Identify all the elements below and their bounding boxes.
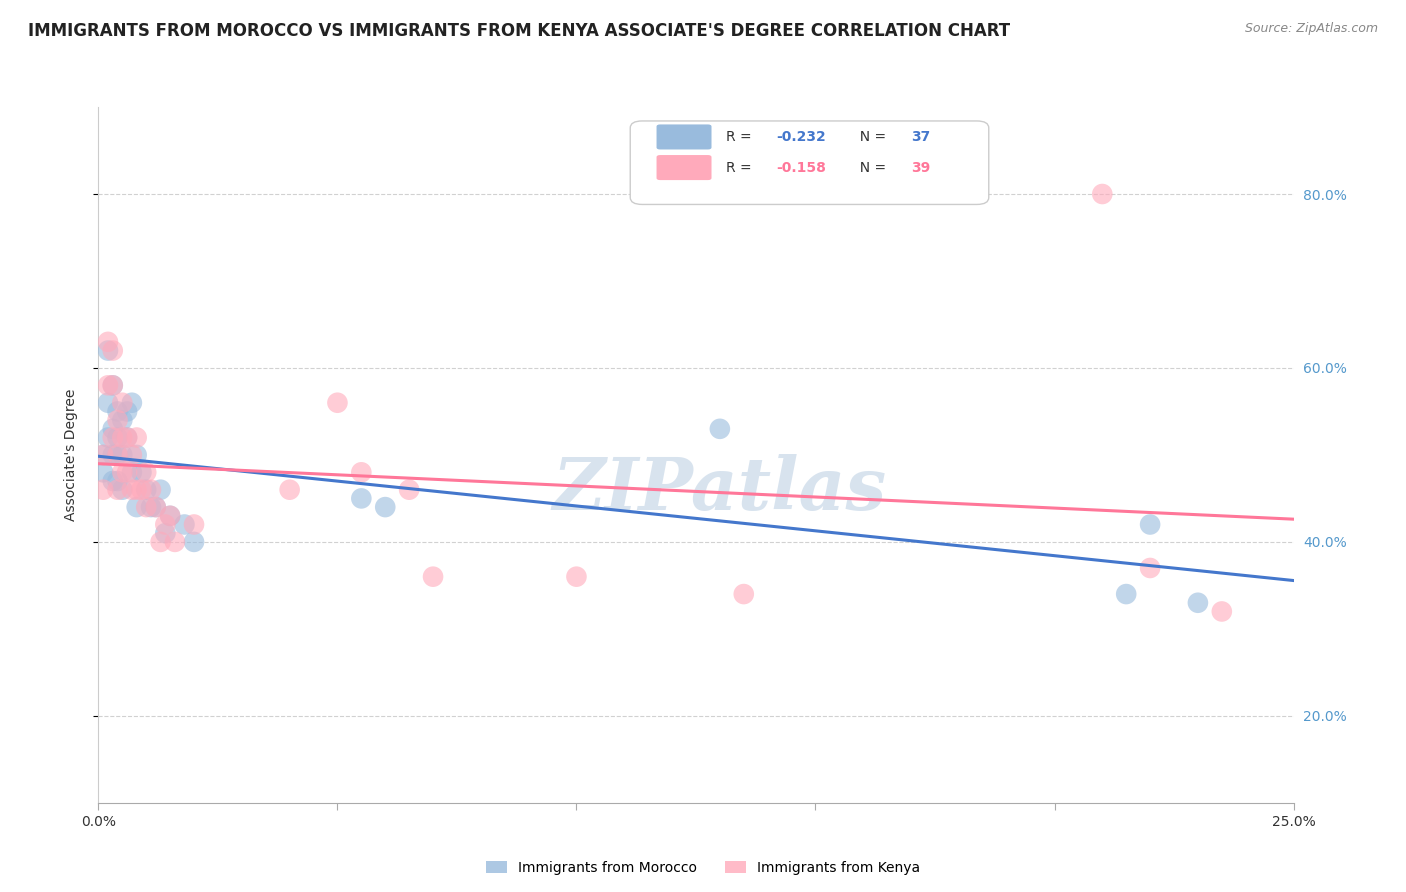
Text: 37: 37	[911, 130, 931, 144]
Point	[350, 466, 373, 480]
Point	[97, 378, 120, 392]
Point	[97, 430, 120, 444]
Point	[125, 430, 148, 444]
Point	[101, 430, 124, 444]
Text: N =: N =	[852, 161, 891, 175]
Point	[111, 395, 134, 409]
Text: ZIPatlas: ZIPatlas	[553, 454, 887, 525]
Point	[131, 466, 153, 480]
Text: -0.232: -0.232	[776, 130, 825, 144]
Point	[163, 534, 186, 549]
Point	[135, 466, 157, 480]
Point	[135, 483, 157, 497]
Point	[107, 474, 129, 488]
Point	[107, 448, 129, 462]
Point	[91, 448, 114, 462]
Point	[125, 448, 148, 462]
Point	[111, 430, 134, 444]
Point	[145, 500, 167, 514]
Point	[374, 500, 396, 514]
Point	[121, 448, 143, 462]
Point	[111, 466, 134, 480]
Text: Source: ZipAtlas.com: Source: ZipAtlas.com	[1244, 22, 1378, 36]
Point	[1139, 561, 1161, 575]
Point	[1115, 587, 1137, 601]
Point	[183, 534, 205, 549]
Point	[173, 517, 195, 532]
Point	[115, 430, 138, 444]
Point	[115, 430, 138, 444]
Point	[121, 395, 143, 409]
Point	[565, 570, 588, 584]
Point	[101, 422, 124, 436]
Point	[115, 404, 138, 418]
Point	[733, 587, 755, 601]
Point	[97, 395, 120, 409]
Point	[1211, 605, 1233, 619]
Point	[101, 343, 124, 358]
Point	[107, 448, 129, 462]
Point	[121, 483, 143, 497]
Legend: Immigrants from Morocco, Immigrants from Kenya: Immigrants from Morocco, Immigrants from…	[481, 855, 925, 880]
Point	[107, 404, 129, 418]
Point	[111, 483, 134, 497]
Text: R =: R =	[725, 130, 756, 144]
Point	[183, 517, 205, 532]
Point	[1139, 517, 1161, 532]
Point	[107, 430, 129, 444]
Point	[135, 500, 157, 514]
Point	[107, 413, 129, 427]
Point	[97, 334, 120, 349]
Point	[131, 483, 153, 497]
Text: 39: 39	[911, 161, 931, 175]
Point	[91, 448, 114, 462]
Y-axis label: Associate's Degree: Associate's Degree	[63, 389, 77, 521]
FancyBboxPatch shape	[630, 121, 988, 204]
Point	[398, 483, 420, 497]
Point	[115, 466, 138, 480]
Text: -0.158: -0.158	[776, 161, 825, 175]
Point	[149, 483, 172, 497]
Point	[326, 395, 349, 409]
Text: R =: R =	[725, 161, 756, 175]
Point	[91, 483, 114, 497]
Point	[101, 378, 124, 392]
Point	[159, 508, 181, 523]
Point	[101, 474, 124, 488]
Point	[1187, 596, 1209, 610]
Point	[125, 500, 148, 514]
Point	[1091, 186, 1114, 201]
Point	[155, 526, 177, 541]
Point	[121, 466, 143, 480]
Point	[139, 500, 162, 514]
Point	[159, 508, 181, 523]
Point	[709, 422, 731, 436]
Point	[149, 534, 172, 549]
Point	[422, 570, 444, 584]
Point	[101, 378, 124, 392]
Point	[111, 448, 134, 462]
Point	[91, 466, 114, 480]
FancyBboxPatch shape	[657, 124, 711, 150]
Text: N =: N =	[852, 130, 891, 144]
Point	[350, 491, 373, 506]
Point	[145, 500, 167, 514]
Point	[278, 483, 301, 497]
Point	[155, 517, 177, 532]
Point	[97, 343, 120, 358]
Point	[101, 448, 124, 462]
Point	[107, 483, 129, 497]
Text: IMMIGRANTS FROM MOROCCO VS IMMIGRANTS FROM KENYA ASSOCIATE'S DEGREE CORRELATION : IMMIGRANTS FROM MOROCCO VS IMMIGRANTS FR…	[28, 22, 1011, 40]
Point	[125, 483, 148, 497]
Point	[139, 483, 162, 497]
Point	[111, 413, 134, 427]
FancyBboxPatch shape	[657, 155, 711, 180]
